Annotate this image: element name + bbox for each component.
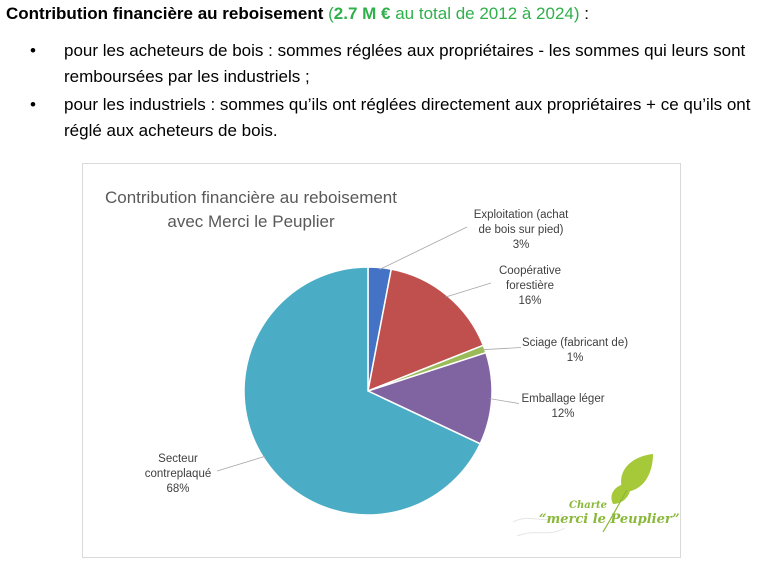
slice-label-text: Coopérative xyxy=(498,265,561,277)
heading-suffix: : xyxy=(579,4,589,23)
logo-text-line1: Charte xyxy=(569,500,607,511)
slice-label-text: de bois sur pied) xyxy=(478,224,564,236)
pie-chart: Contribution financière au reboisement a… xyxy=(82,163,681,558)
heading-amount: 2.7 M € xyxy=(333,4,391,23)
slice-value-label: 1% xyxy=(566,352,584,364)
charte-logo: Charte “merci le Peuplier” xyxy=(503,452,680,542)
slice-label: Sciage (fabricant de) 1% xyxy=(515,336,635,366)
slice-label: Emballage léger 12% xyxy=(513,392,613,422)
bullet-text: pour les industriels : sommes qu’ils ont… xyxy=(64,95,751,140)
chart-title-line: Contribution financière au reboisement xyxy=(104,188,397,207)
pie-slice xyxy=(243,266,482,516)
heading-open-paren: ( xyxy=(328,4,334,23)
slice-label: Exploitation (achat de bois sur pied) 3% xyxy=(461,208,581,253)
pie-svg xyxy=(216,226,522,516)
bullet-dot: • xyxy=(30,41,36,60)
leader-line xyxy=(482,347,522,351)
slice-label: Secteur contreplaqué 68% xyxy=(133,452,223,497)
bullet-item: • pour les acheteurs de bois : sommes ré… xyxy=(30,38,755,90)
leader-line xyxy=(489,398,520,404)
leaf-icon xyxy=(512,454,653,537)
leader-line xyxy=(216,455,266,472)
slice-label-text: forestière xyxy=(506,280,554,292)
heading-rest: au total de 2012 à 2024) xyxy=(395,4,580,23)
page-heading: Contribution financière au reboisement (… xyxy=(6,4,589,24)
bullet-list: • pour les acheteurs de bois : sommes ré… xyxy=(30,38,755,146)
slice-label-text: contreplaqué xyxy=(144,468,212,480)
slice-label-text: Sciage (fabricant de) xyxy=(521,337,629,349)
bullet-text: pour les acheteurs de bois : sommes régl… xyxy=(64,41,746,86)
slice-label: Coopérative forestière 16% xyxy=(485,264,575,309)
heading-prefix: Contribution financière au reboisement xyxy=(6,4,324,23)
chart-title-line: avec Merci le Peuplier xyxy=(167,212,335,231)
slice-label-text: Secteur xyxy=(158,453,198,465)
slice-label-text: Emballage léger xyxy=(521,393,605,405)
chart-title: Contribution financière au reboisement a… xyxy=(83,186,419,234)
leader-line xyxy=(379,226,468,270)
slice-value-label: 12% xyxy=(551,408,575,420)
leader-line xyxy=(445,282,492,298)
bullet-item: • pour les industriels : sommes qu’ils o… xyxy=(30,92,755,144)
bullet-dot: • xyxy=(30,95,36,114)
slice-value-label: 16% xyxy=(518,295,542,307)
logo-text-line2: “merci le Peuplier” xyxy=(539,512,680,527)
slice-label-text: Exploitation (achat xyxy=(473,209,569,221)
slice-value-label: 68% xyxy=(166,483,190,495)
slice-value-label: 3% xyxy=(512,239,530,251)
pie-slice xyxy=(367,268,485,393)
